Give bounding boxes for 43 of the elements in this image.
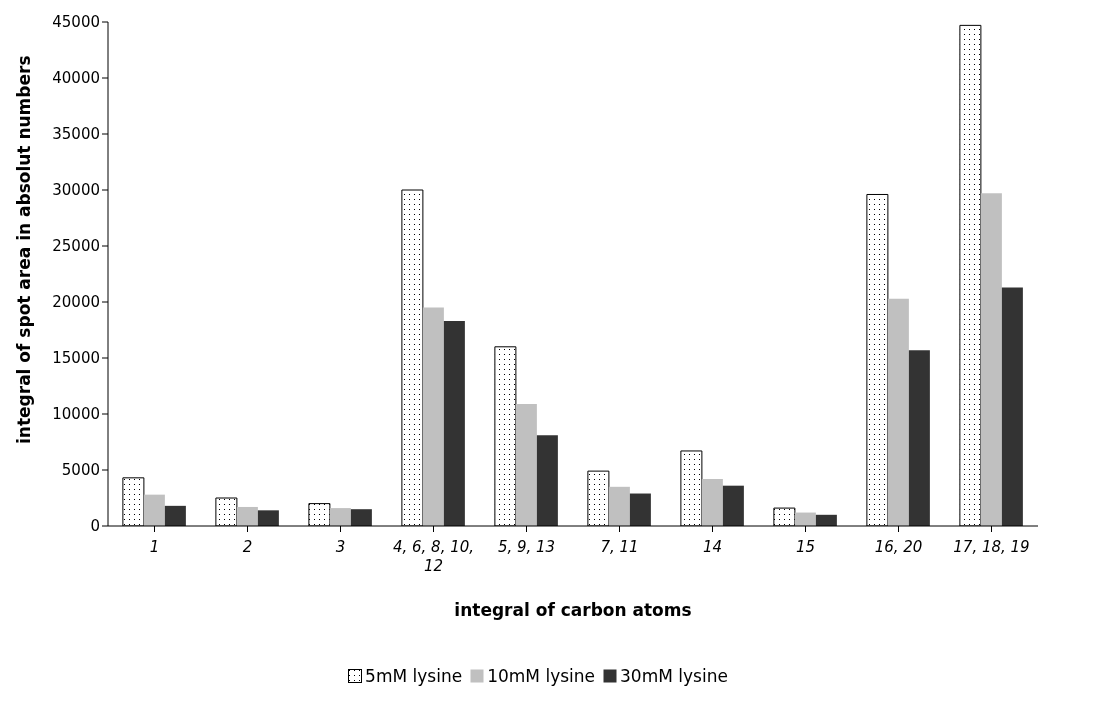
y-tick-label: 40000 bbox=[52, 69, 100, 88]
bar bbox=[164, 505, 186, 526]
x-axis-title: integral of carbon atoms bbox=[454, 600, 692, 620]
x-tick-label: 2 bbox=[242, 538, 253, 556]
x-tick-label: 4, 6, 8, 10, 12 bbox=[392, 538, 475, 575]
bar bbox=[722, 485, 744, 526]
bar bbox=[536, 435, 558, 526]
y-tick-label: 30000 bbox=[52, 181, 100, 200]
x-tick-label: 3 bbox=[335, 538, 346, 556]
x-tick-label: 5, 9, 13 bbox=[497, 538, 556, 556]
bar bbox=[257, 510, 279, 526]
x-tick-label: 1 bbox=[149, 538, 160, 556]
bar bbox=[908, 350, 930, 526]
bar bbox=[350, 509, 372, 526]
bar bbox=[236, 506, 258, 526]
bar bbox=[329, 508, 351, 526]
bar bbox=[629, 493, 651, 526]
bar bbox=[701, 478, 723, 526]
x-tick-label: 14 bbox=[702, 538, 723, 556]
bar bbox=[980, 193, 1002, 526]
x-tick-label: 16, 20 bbox=[874, 538, 923, 556]
y-tick-label: 15000 bbox=[52, 349, 100, 368]
y-tick-label: 0 bbox=[90, 517, 100, 536]
bar bbox=[443, 321, 465, 526]
x-tick-label: 17, 18, 19 bbox=[953, 538, 1030, 556]
legend-label: 10mM lysine bbox=[487, 666, 596, 686]
bar bbox=[1001, 287, 1023, 526]
y-tick-label: 35000 bbox=[52, 125, 100, 144]
x-tick-label: 15 bbox=[795, 538, 816, 556]
bar bbox=[608, 486, 630, 526]
y-tick-label: 25000 bbox=[52, 237, 100, 256]
x-tick-label: 7, 11 bbox=[600, 538, 639, 556]
y-tick-label: 45000 bbox=[52, 13, 100, 32]
y-axis-title: integral of spot area in absolut numbers bbox=[14, 55, 35, 444]
bar bbox=[887, 298, 909, 526]
bar bbox=[515, 403, 537, 526]
y-tick-label: 10000 bbox=[52, 405, 100, 424]
bar bbox=[143, 494, 165, 526]
bar bbox=[422, 307, 444, 526]
legend-label: 30mM lysine bbox=[620, 666, 728, 686]
y-tick-label: 20000 bbox=[52, 293, 100, 312]
legend-label: 5mM lysine bbox=[365, 666, 463, 686]
y-tick-label: 5000 bbox=[61, 461, 100, 480]
